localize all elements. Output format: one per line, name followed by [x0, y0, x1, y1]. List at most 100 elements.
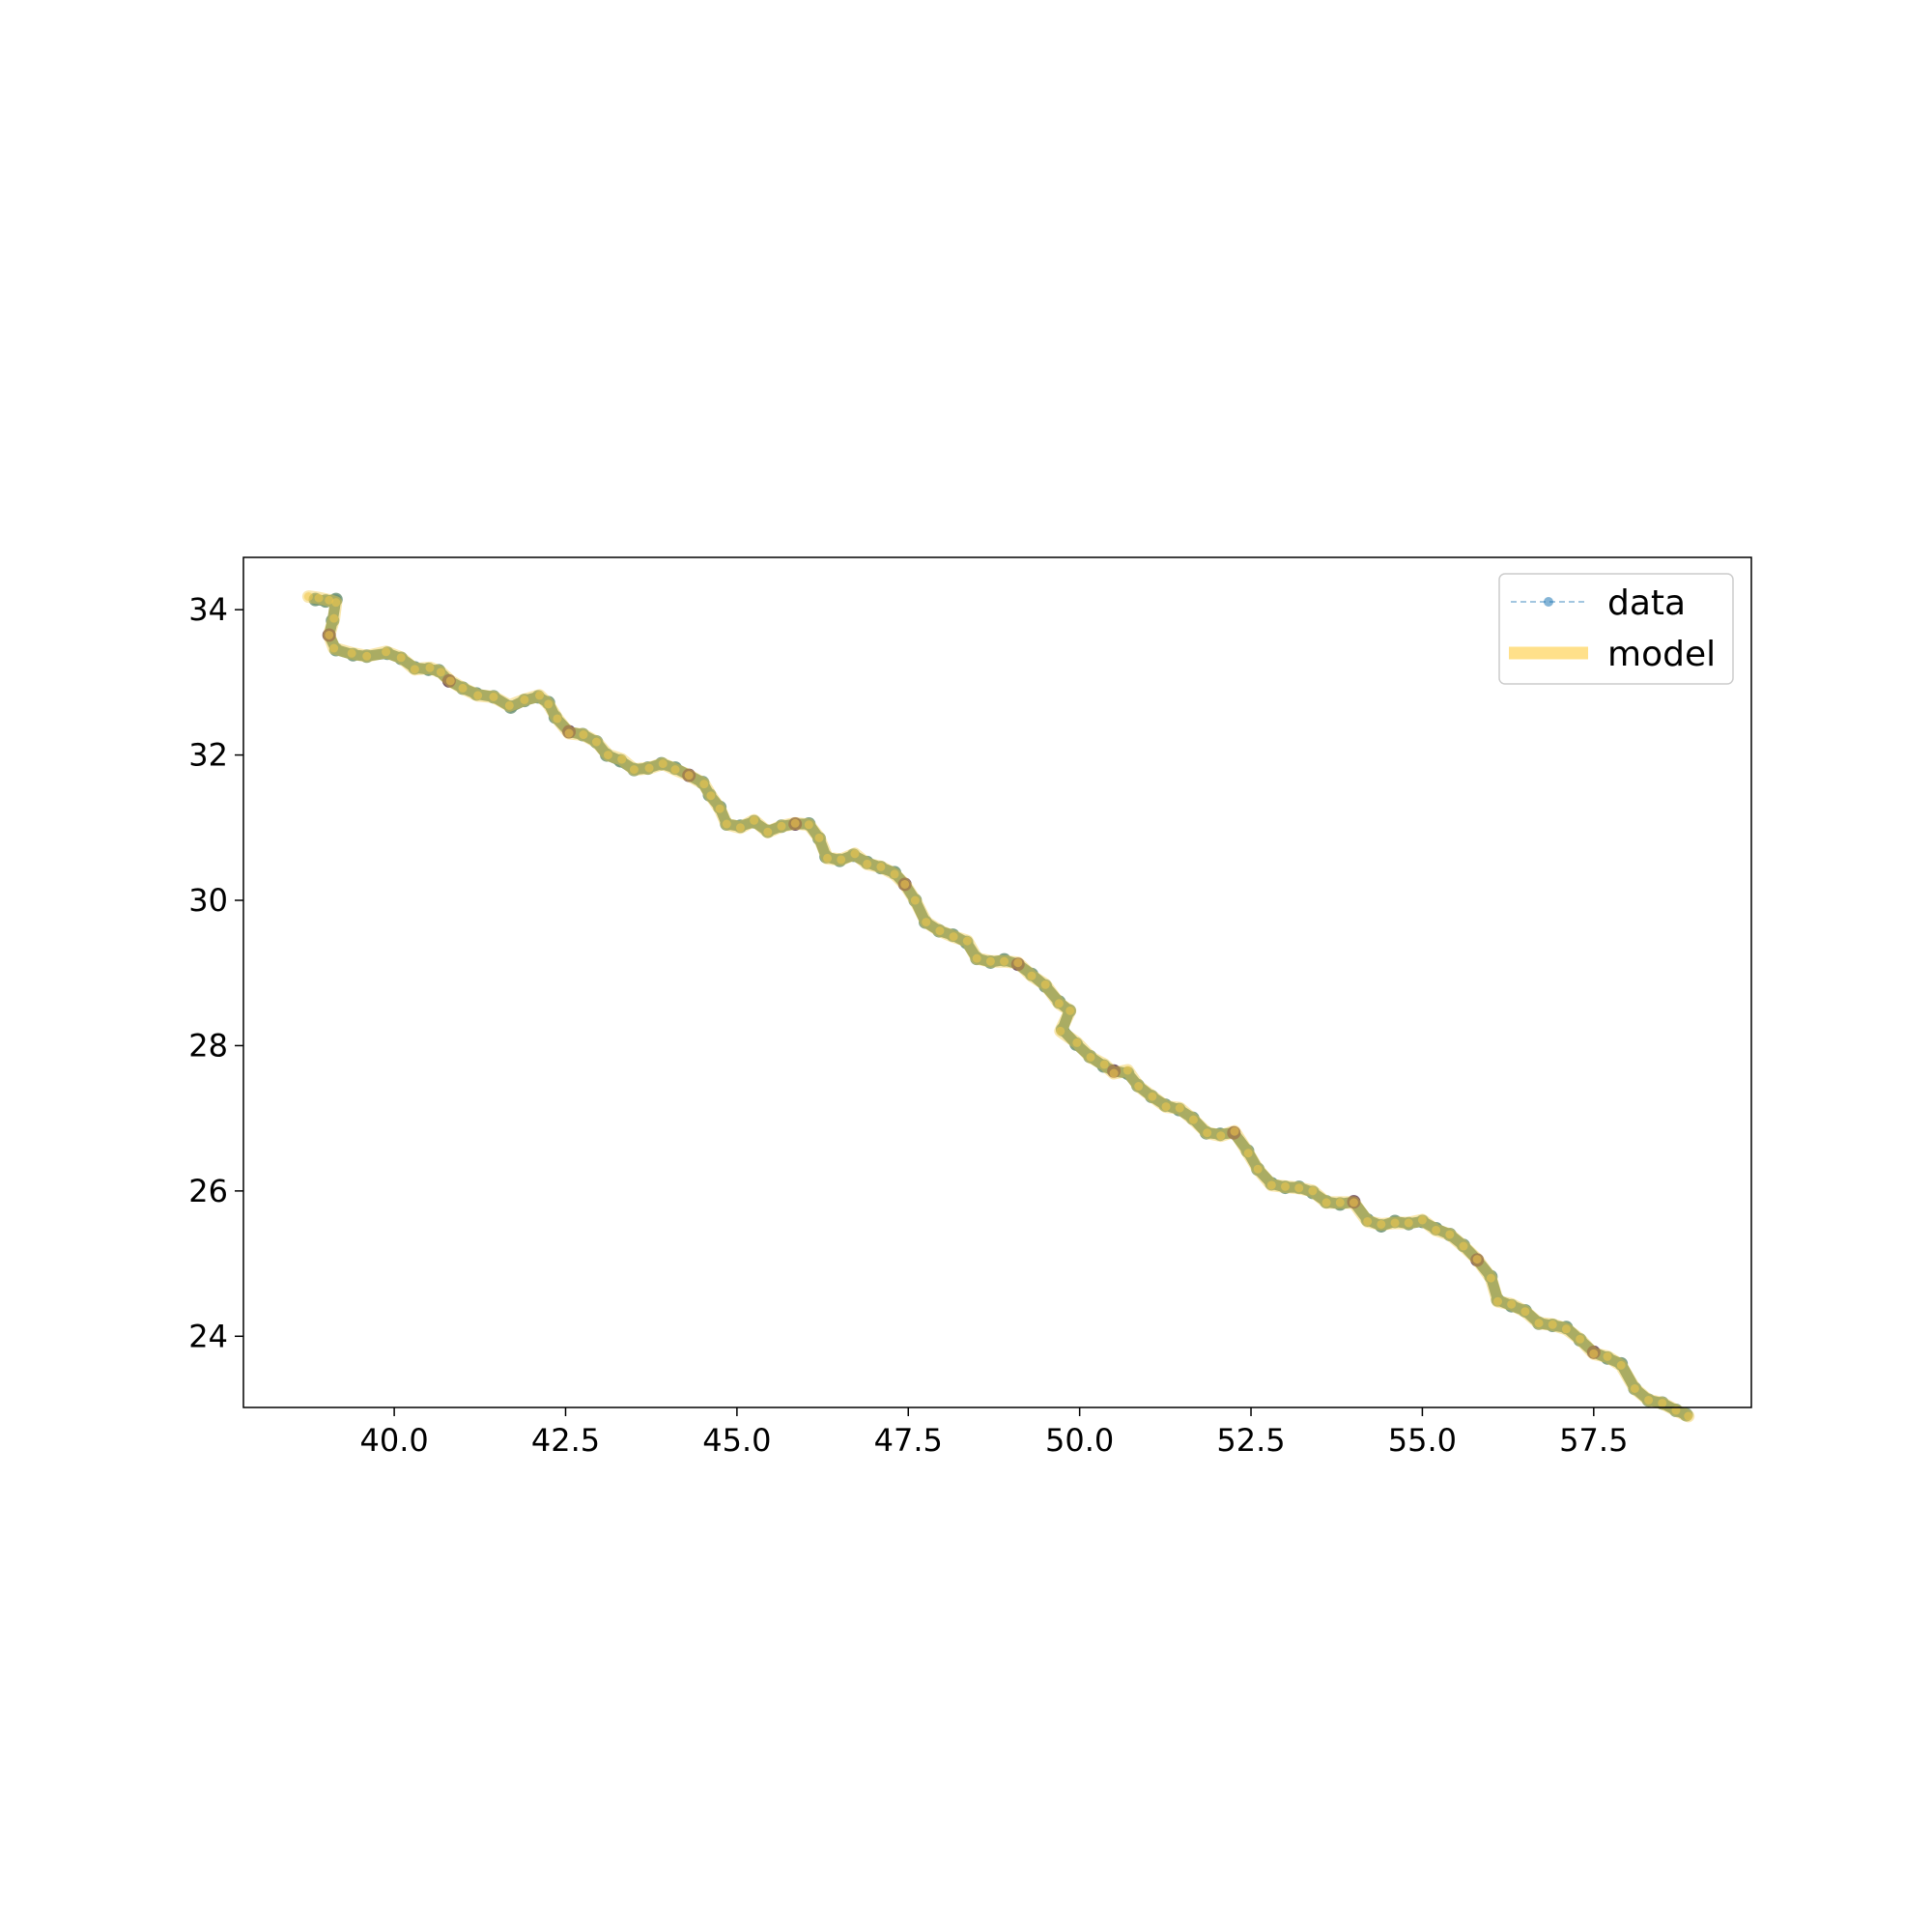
x-tick-label: 55.0 — [1388, 1422, 1457, 1459]
model-point — [1561, 1324, 1571, 1334]
model-point — [1175, 1103, 1184, 1113]
model-point — [949, 932, 958, 942]
model-point — [1203, 1128, 1212, 1138]
model-point — [1054, 999, 1064, 1009]
model-point — [325, 630, 334, 639]
model-point — [699, 780, 709, 789]
model-point — [1099, 1060, 1109, 1069]
model-point — [1377, 1219, 1386, 1229]
y-tick-label: 30 — [188, 882, 228, 919]
model-point — [329, 643, 339, 653]
model-point — [1486, 1273, 1495, 1283]
model-point — [863, 859, 872, 868]
model-point — [1148, 1092, 1157, 1101]
model-point — [1507, 1299, 1517, 1309]
model-point — [910, 895, 920, 905]
model-point — [1253, 1164, 1263, 1174]
model-point — [1576, 1334, 1585, 1344]
model-point — [1027, 971, 1037, 980]
model-point — [670, 765, 680, 775]
model-point — [489, 692, 498, 701]
model-point — [722, 819, 731, 829]
model-point — [935, 926, 945, 936]
model-point — [814, 833, 824, 842]
legend-data-marker — [1544, 597, 1553, 607]
model-series — [303, 592, 1693, 1421]
model-point — [473, 691, 483, 700]
model-point — [735, 823, 745, 833]
model-point — [962, 936, 972, 946]
x-tick-label: 52.5 — [1216, 1422, 1285, 1459]
model-point — [1065, 1006, 1075, 1015]
model-point — [347, 648, 356, 658]
x-tick-label: 50.0 — [1045, 1422, 1114, 1459]
model-point — [303, 592, 313, 602]
model-point — [1056, 1026, 1065, 1036]
model-point — [1000, 956, 1009, 966]
model-point — [1644, 1395, 1654, 1405]
model-point — [850, 849, 860, 859]
model-point — [1188, 1115, 1198, 1124]
model-point — [1086, 1052, 1095, 1062]
model-point — [603, 751, 612, 760]
model-point — [1534, 1319, 1544, 1328]
legend: data model — [1498, 573, 1734, 685]
model-point — [972, 953, 981, 963]
model-point — [1161, 1102, 1171, 1112]
model-point — [520, 695, 529, 704]
model-point — [362, 651, 372, 661]
model-point — [1321, 1198, 1331, 1208]
model-point — [1492, 1296, 1502, 1306]
model-point — [1432, 1225, 1441, 1235]
model-point — [1603, 1351, 1612, 1361]
y-tick-label: 24 — [188, 1318, 228, 1354]
model-point — [1134, 1082, 1144, 1092]
model-point — [1281, 1181, 1291, 1191]
model-point — [591, 737, 601, 747]
model-point — [985, 956, 995, 966]
model-point — [1349, 1198, 1358, 1208]
model-point — [382, 647, 391, 657]
model-point — [1013, 958, 1023, 968]
y-tick-label: 26 — [188, 1173, 228, 1209]
x-tick-label: 47.5 — [874, 1422, 943, 1459]
model-point — [436, 668, 445, 677]
model-point — [1072, 1037, 1082, 1047]
y-axis: 24 26 28 30 32 34 — [188, 591, 243, 1354]
model-point — [1616, 1360, 1626, 1370]
y-tick-label: 34 — [188, 591, 228, 628]
y-tick-label: 28 — [188, 1027, 228, 1064]
model-point — [1243, 1149, 1253, 1158]
x-tick-label: 45.0 — [702, 1422, 771, 1459]
model-point — [1684, 1411, 1693, 1421]
x-tick-label: 40.0 — [359, 1422, 428, 1459]
model-point — [1390, 1218, 1400, 1228]
model-point — [617, 754, 627, 764]
model-point — [1630, 1383, 1639, 1393]
model-point — [890, 869, 899, 879]
model-point — [1548, 1320, 1557, 1329]
model-point — [1040, 980, 1050, 989]
model-point — [1230, 1126, 1239, 1136]
model-point — [900, 879, 910, 889]
model-point — [644, 763, 654, 773]
model-point — [445, 676, 455, 686]
model-point — [1459, 1241, 1468, 1251]
x-tick-label: 57.5 — [1559, 1422, 1628, 1459]
legend-data-label: data — [1607, 583, 1686, 623]
model-point — [425, 663, 435, 672]
model-point — [1122, 1065, 1132, 1075]
model-point — [1109, 1068, 1119, 1078]
model-point — [1266, 1180, 1276, 1190]
model-point — [684, 771, 694, 781]
model-point — [1363, 1216, 1373, 1226]
model-point — [535, 691, 545, 700]
model-point — [410, 665, 419, 674]
model-point — [763, 827, 773, 837]
model-point — [544, 699, 554, 709]
model-point — [658, 759, 668, 769]
model-point — [331, 598, 341, 608]
model-point — [504, 700, 514, 710]
